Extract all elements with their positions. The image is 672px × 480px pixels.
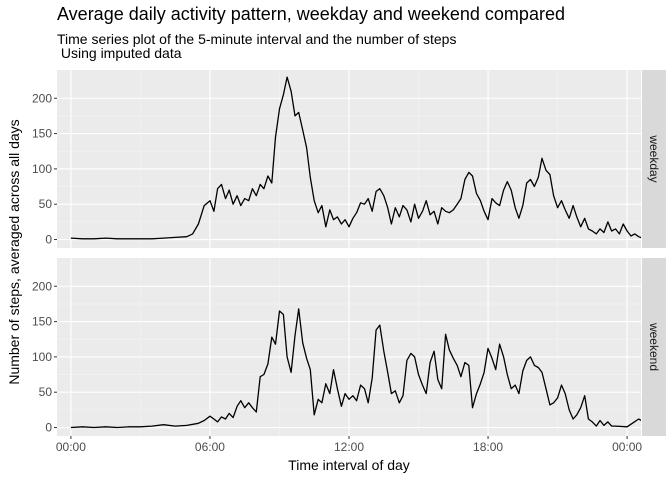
y-tick-label: 150 — [32, 127, 52, 141]
facet-strip — [642, 258, 666, 436]
panel-weekend: weekend — [57, 258, 666, 436]
y-axis-title: Number of steps, averaged across all day… — [6, 119, 22, 384]
x-axis: 00:00 06:00 12:00 18:00 00:00 — [56, 436, 642, 454]
x-tick-label: 00:00 — [56, 440, 86, 454]
series-line-weekday — [70, 76, 641, 240]
y-tick-label: 200 — [32, 91, 52, 105]
panel-weekday: weekday — [57, 70, 666, 248]
y-tick-label: 0 — [45, 233, 52, 247]
x-tick-label: 00:00 — [612, 440, 642, 454]
y-axis: 0 50 100 150 200 0 50 100 150 200 — [32, 91, 57, 435]
series-line-weekend — [70, 308, 641, 429]
y-tick-label: 50 — [39, 385, 53, 399]
facet-strip-label: weekend — [647, 322, 661, 371]
facet-strip-label: weekday — [647, 134, 661, 182]
x-tick-label: 18:00 — [473, 440, 503, 454]
y-tick-label: 100 — [32, 350, 52, 364]
chart-subtitle: Time series plot of the 5-minute interva… — [57, 31, 457, 61]
x-tick-label: 12:00 — [334, 440, 364, 454]
y-tick-label: 50 — [39, 197, 53, 211]
facet-strip — [642, 70, 666, 248]
panels-layer: weekday weekend — [57, 70, 666, 436]
chart-title: Average daily activity pattern, weekday … — [57, 4, 565, 24]
x-axis-title: Time interval of day — [288, 457, 410, 473]
y-tick-label: 200 — [32, 279, 52, 293]
y-tick-label: 0 — [45, 421, 52, 435]
y-tick-label: 150 — [32, 315, 52, 329]
y-tick-label: 100 — [32, 162, 52, 176]
x-tick-label: 06:00 — [195, 440, 225, 454]
